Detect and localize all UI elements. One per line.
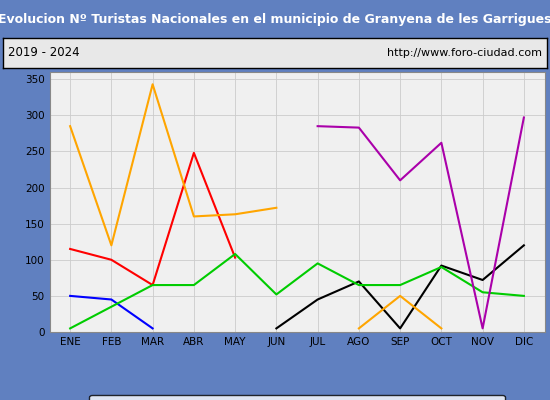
Legend: 2024, 2023, 2022, 2021, 2020, 2019: 2024, 2023, 2022, 2021, 2020, 2019	[90, 395, 504, 400]
Text: http://www.foro-ciudad.com: http://www.foro-ciudad.com	[387, 48, 542, 58]
Text: Evolucion Nº Turistas Nacionales en el municipio de Granyena de les Garrigues: Evolucion Nº Turistas Nacionales en el m…	[0, 12, 550, 26]
Text: 2019 - 2024: 2019 - 2024	[8, 46, 80, 60]
